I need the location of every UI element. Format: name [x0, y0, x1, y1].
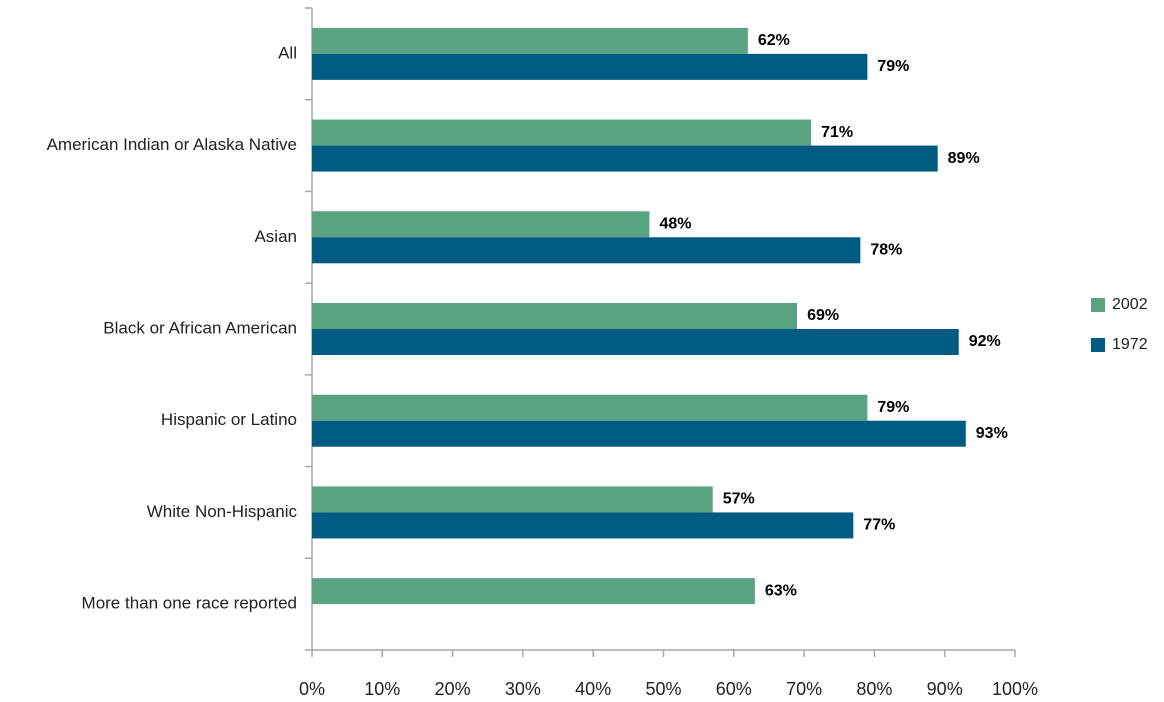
- bar: [312, 394, 868, 421]
- value-label: 63%: [765, 582, 797, 599]
- value-label: 92%: [969, 333, 1001, 350]
- x-tick-label: 70%: [786, 679, 822, 699]
- value-label: 48%: [659, 216, 691, 233]
- category-label: Asian: [254, 227, 297, 246]
- value-label: 78%: [870, 242, 902, 259]
- bar: [312, 119, 812, 146]
- value-label: 89%: [948, 150, 980, 167]
- bar: [312, 578, 755, 605]
- value-label: 93%: [976, 425, 1008, 442]
- bar: [312, 420, 966, 447]
- bar: [312, 53, 868, 80]
- value-label: 79%: [877, 399, 909, 416]
- x-tick-label: 90%: [927, 679, 963, 699]
- category-label: Hispanic or Latino: [161, 410, 297, 429]
- bar: [312, 486, 713, 513]
- x-tick-label: 50%: [645, 679, 681, 699]
- value-label: 57%: [723, 491, 755, 508]
- x-tick-label: 0%: [299, 679, 325, 699]
- x-tick-label: 40%: [575, 679, 611, 699]
- value-label: 69%: [807, 307, 839, 324]
- bar: [312, 145, 938, 172]
- value-label: 62%: [758, 32, 790, 49]
- x-tick-label: 80%: [856, 679, 892, 699]
- category-label: More than one race reported: [82, 594, 297, 613]
- category-label: All: [278, 43, 297, 62]
- legend-swatch: [1091, 338, 1105, 352]
- bar: [312, 27, 748, 54]
- x-tick-label: 30%: [505, 679, 541, 699]
- value-label: 79%: [877, 58, 909, 75]
- x-tick-label: 20%: [435, 679, 471, 699]
- x-tick-label: 100%: [992, 679, 1038, 699]
- x-tick-label: 10%: [364, 679, 400, 699]
- bar: [312, 512, 854, 539]
- value-label: 71%: [821, 124, 853, 141]
- value-label: 77%: [863, 517, 895, 534]
- legend-label: 2002: [1112, 296, 1148, 313]
- category-label: White Non-Hispanic: [147, 502, 298, 521]
- category-label: Black or African American: [103, 318, 297, 337]
- bar: [312, 237, 861, 264]
- x-tick-label: 60%: [716, 679, 752, 699]
- bar: [312, 329, 959, 355]
- bar: [312, 303, 798, 329]
- legend-swatch: [1091, 298, 1105, 312]
- bar: [312, 211, 650, 238]
- legend-label: 1972: [1112, 336, 1148, 353]
- category-label: American Indian or Alaska Native: [47, 135, 297, 154]
